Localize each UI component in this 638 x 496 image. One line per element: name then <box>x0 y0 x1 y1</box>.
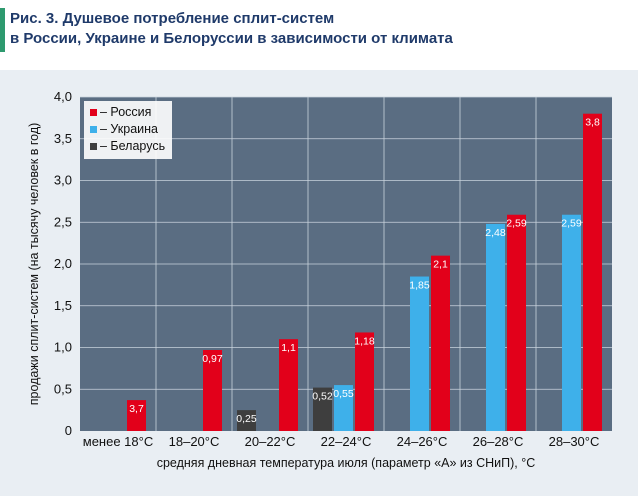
x-tick-label: 26–28°C <box>473 434 524 449</box>
bar <box>410 276 429 431</box>
y-tick-label: 3,5 <box>54 131 72 146</box>
x-axis-ticks: менее 18°C 18–20°C 20–22°C 22–24°C 24–26°C 26… <box>83 434 600 449</box>
bar <box>431 255 450 431</box>
y-tick-label: 4,0 <box>54 89 72 104</box>
bar-value-label: 2,48 <box>485 227 506 239</box>
bar <box>313 387 332 431</box>
bar <box>355 332 374 431</box>
legend-swatch <box>90 126 97 133</box>
bar <box>279 339 298 431</box>
x-tick-label: 28–30°C <box>549 434 600 449</box>
x-tick-label: 20–22°C <box>245 434 296 449</box>
y-tick-label: 0,5 <box>54 381 72 396</box>
x-tick-label: 24–26°C <box>397 434 448 449</box>
y-tick-label: 1,0 <box>54 340 72 355</box>
bar <box>203 350 222 431</box>
y-tick-label: 2,5 <box>54 214 72 229</box>
y-tick-label: 3,0 <box>54 173 72 188</box>
legend-entry-label: – Украина <box>100 122 158 136</box>
bar <box>562 214 581 431</box>
y-axis-ticks: 0 0,5 1,0 1,5 2,0 2,5 3,0 3,5 4,0 <box>54 89 72 438</box>
bar-value-label: 1,1 <box>281 342 296 354</box>
legend-box <box>84 101 172 159</box>
bars <box>127 113 602 431</box>
legend-entry-label: – Россия <box>100 105 151 119</box>
bar-value-label: 1,85 <box>409 280 430 292</box>
bar-value-label: 0,97 <box>202 353 223 365</box>
bar <box>334 385 353 431</box>
data-labels: 0,250,52 0,551,852,482,593,70,971,11,182,… <box>129 117 600 425</box>
bar <box>127 400 146 431</box>
y-tick-label: 1,5 <box>54 298 72 313</box>
title-accent <box>0 8 5 52</box>
legend-swatch <box>90 143 97 150</box>
bar <box>507 214 526 431</box>
bar-value-label: 0,52 <box>312 391 333 403</box>
bar-value-label: 3,8 <box>585 117 600 129</box>
y-tick-label: 2,0 <box>54 256 72 271</box>
bar-value-label: 2,59 <box>506 218 527 230</box>
bar-value-label: 1,18 <box>354 335 375 347</box>
bar-value-label: 2,59 <box>561 218 582 230</box>
bar-value-label: 2,1 <box>433 259 448 271</box>
bar <box>486 223 505 431</box>
legend-swatch <box>90 109 97 116</box>
bar <box>237 410 256 431</box>
legend: – Россия – Украина – Беларусь <box>84 101 172 159</box>
x-axis-title: средняя дневная температура июля (параме… <box>157 456 536 470</box>
y-axis-title: продажи сплит-систем (на тысячу человек … <box>27 123 41 406</box>
y-tick-label: 0 <box>65 423 72 438</box>
bar-value-label: 0,25 <box>236 413 257 425</box>
figure-title-line-2: в России, Украине и Белоруссии в зависим… <box>10 30 453 47</box>
bar-value-label: 3,7 <box>129 403 144 415</box>
title-area: Рис. 3. Душевое потребление сплит-систем… <box>0 0 638 70</box>
x-tick-label: 22–24°C <box>321 434 372 449</box>
legend-entry-label: – Беларусь <box>100 139 165 153</box>
bar-value-label: 0,55 <box>333 388 354 400</box>
bar <box>583 113 602 431</box>
figure-title-line-1: Рис. 3. Душевое потребление сплит-систем <box>10 10 335 27</box>
x-tick-label: 18–20°C <box>169 434 220 449</box>
x-tick-label: менее 18°C <box>83 434 153 449</box>
